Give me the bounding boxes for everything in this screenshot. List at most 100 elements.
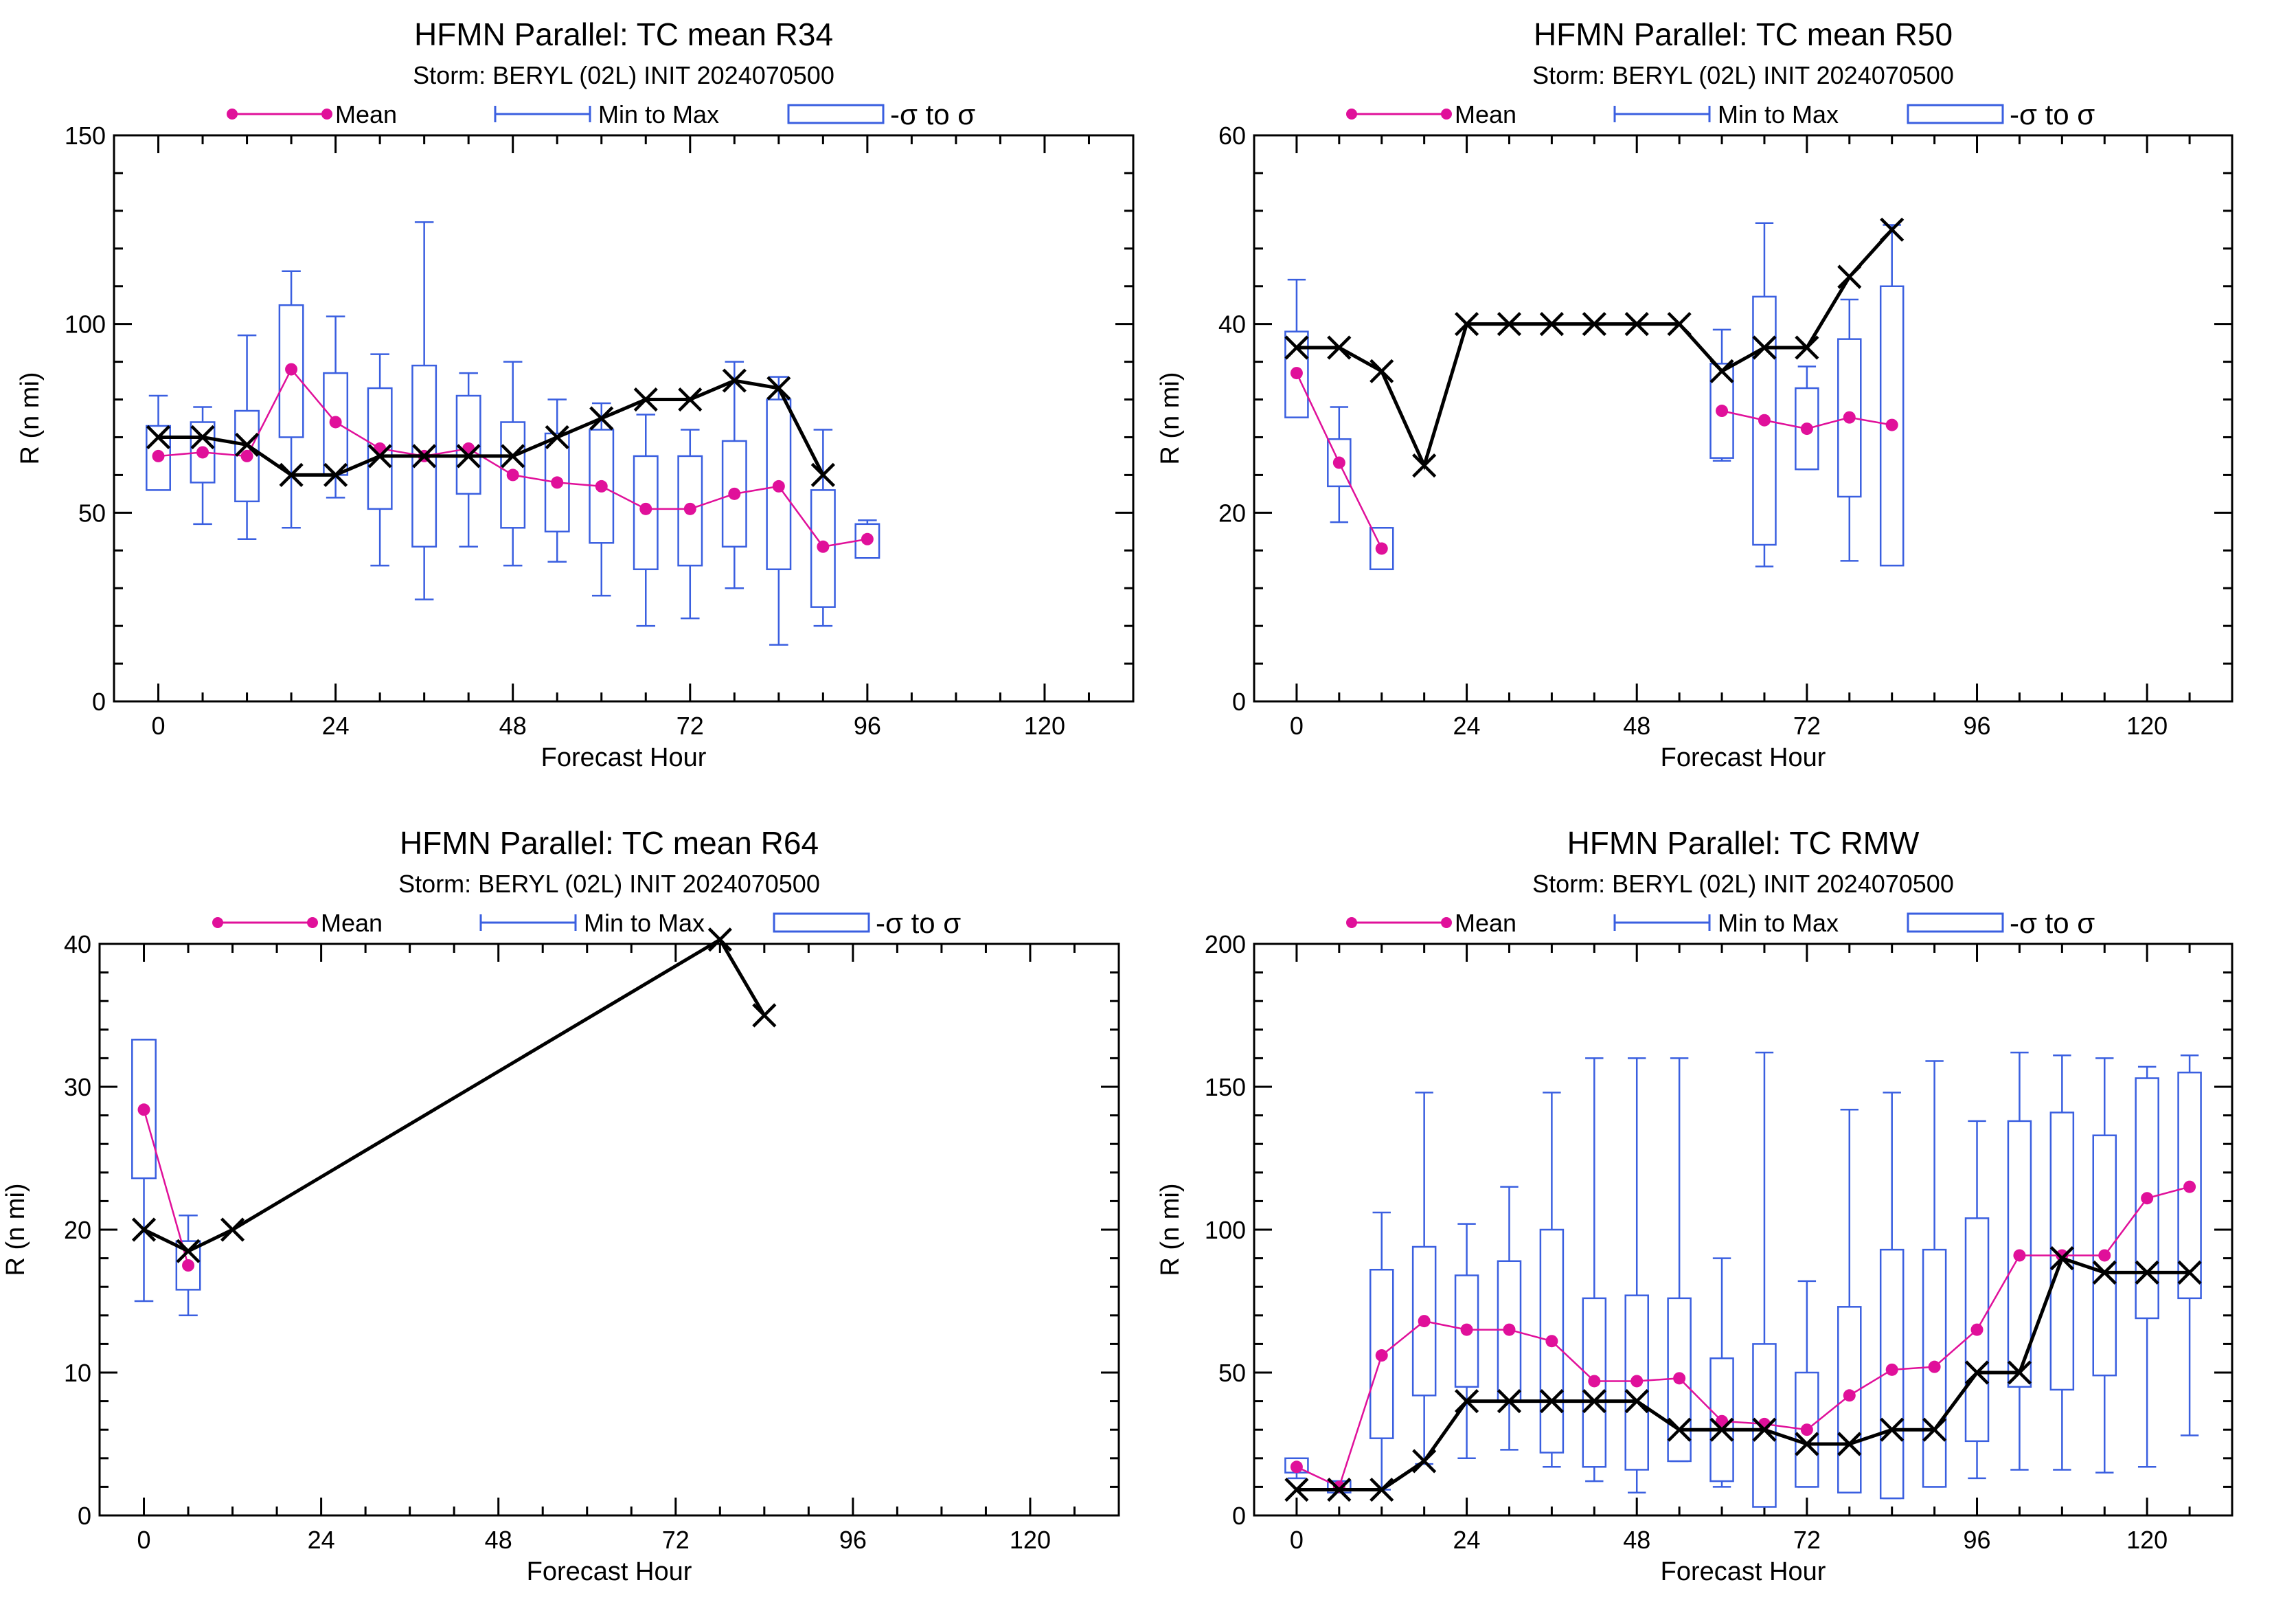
x-axis-label: Forecast Hour [541,743,707,772]
y-axis-label: R (n mi) [1156,372,1185,464]
track-x-stroke-b [1327,335,1352,360]
track-line [1296,1256,2190,1492]
track-x-stroke-b [1795,1432,1819,1456]
legend-range-label: Min to Max [598,100,719,128]
mean-point [182,1259,195,1272]
box-whisker-60 [589,402,615,597]
track-x-stroke-b [2049,1246,2074,1271]
track-x-marker [501,444,525,469]
track-x-stroke-b [234,432,260,458]
track-x-marker [1624,312,1649,337]
legend-range-label: Min to Max [1718,909,1839,937]
box-whisker-72 [1795,365,1819,471]
track-x-stroke-b [220,1217,245,1242]
mean-point [1843,411,1856,424]
legend-mean-marker-right [307,917,318,928]
track-x-marker [1964,1360,1990,1385]
track-x-stroke-b [501,444,525,469]
track-x-marker [633,387,658,412]
track-x-stroke-b [810,462,835,487]
legend-mean-label: Mean [321,909,383,937]
mean-point [639,502,652,515]
mean-point [595,480,608,493]
track-x-marker [234,432,260,458]
box-whisker-60 [1709,328,1734,462]
track-x-stroke-b [456,444,481,469]
mean-point [817,540,830,553]
track-x-stroke-b [1497,1389,1522,1414]
track-x-marker [1795,335,1819,360]
y-tick-label: 100 [65,311,106,339]
mean-point [1843,1389,1856,1402]
track-x-marker [1369,1477,1394,1502]
plot-frame [98,943,1120,1517]
track-x-stroke-b [367,444,392,469]
box-whisker-78 [1837,298,1862,562]
track-x-marker [1709,1417,1734,1442]
track-x-marker [176,1239,201,1263]
track-x-marker [1667,1417,1692,1442]
mean-point [2183,1180,2196,1193]
track-x-marker [1539,312,1564,337]
box-whisker-90 [810,429,836,627]
mean-line [1296,1186,2190,1489]
y-axis-label: R (n mi) [16,372,45,464]
track-x-stroke-b [1624,1389,1649,1414]
box-whisker-78 [721,361,747,589]
track-x-marker [1284,1477,1309,1502]
track-x-stroke-b [589,406,614,431]
mean-point [1800,1423,1813,1436]
track-x-marker [1327,335,1352,360]
track-x-marker [1752,1417,1777,1442]
mean-point [1673,1372,1686,1385]
x-tick-label: 0 [1290,712,1304,740]
track-line [158,379,825,477]
legend-sigma-box [1907,912,2004,933]
track-x-marker [1667,312,1692,337]
x-tick-label: 24 [1453,712,1481,740]
x-axis-label: Forecast Hour [1661,1557,1826,1586]
box-whisker-72 [677,429,703,620]
y-tick-label: 30 [64,1073,91,1101]
track-x-stroke-b [766,376,791,401]
track-x-marker [766,376,791,401]
mean-point [1928,1360,1941,1373]
chart-title: HFMN Parallel: TC mean R50 [1534,16,1953,52]
track-x-stroke-b [2177,1260,2202,1285]
track-x-marker [1497,1389,1522,1414]
legend: Mean Min to Max -σ to σ [212,907,961,939]
legend-range-label: Min to Max [584,909,705,937]
track-x-stroke-b [1412,453,1437,478]
mean-point [1758,414,1771,427]
legend-sigma-box [1907,104,2004,124]
chart-subtitle: Storm: BERYL (02L) INIT 2024070500 [1532,870,1954,898]
track-x-stroke-b [1880,1417,1905,1442]
x-tick-label: 120 [2126,712,2168,740]
track-x-stroke-b [1582,312,1606,337]
track-x-marker [367,444,392,469]
mean-point [1630,1375,1644,1388]
legend-sigma-label: -σ to σ [890,98,975,131]
x-tick-label: 0 [1290,1526,1304,1554]
y-tick-label: 40 [1218,311,1246,339]
track-x-marker [1582,1389,1606,1414]
y-tick-label: 20 [64,1216,91,1244]
plot-frame [113,134,1135,703]
y-tick-label: 0 [1232,688,1246,716]
track-x-stroke-b [2092,1260,2117,1285]
track-x-marker [2049,1246,2074,1271]
chart-title: HFMN Parallel: TC mean R64 [400,825,819,861]
x-tick-label: 24 [1453,1526,1481,1554]
mean-point [1716,405,1729,418]
mean-point [2141,1192,2154,1205]
mean-point [1588,1375,1601,1388]
x-axis-label: Forecast Hour [527,1557,692,1586]
x-tick-label: 48 [1623,712,1650,740]
track-x-marker [1327,1477,1352,1502]
box-whisker-54 [1667,1057,1692,1463]
track-x-stroke-b [146,425,171,450]
box-whisker-96 [1964,1120,1990,1480]
legend-mean-marker-right [321,109,332,120]
y-axis-label: R (n mi) [1156,1183,1185,1276]
track-x-marker [279,462,304,487]
